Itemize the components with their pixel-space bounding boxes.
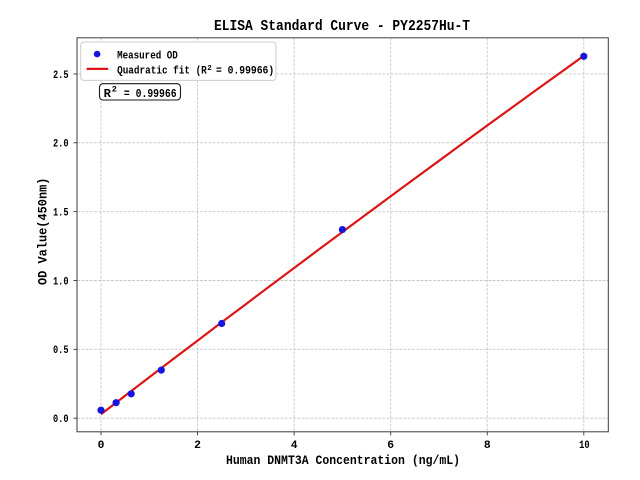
svg-text:2.5: 2.5	[53, 70, 69, 82]
svg-text:OD Value(450nm): OD Value(450nm)	[35, 178, 50, 285]
svg-text:1.0: 1.0	[53, 276, 69, 288]
svg-text:Human DNMT3A Concentration (ng: Human DNMT3A Concentration (ng/mL)	[226, 453, 460, 468]
svg-text:ELISA Standard Curve - PY2257H: ELISA Standard Curve - PY2257Hu-T	[214, 19, 470, 35]
svg-text:= 0.99966: = 0.99966	[124, 87, 177, 101]
svg-text:8: 8	[484, 440, 491, 452]
svg-text:0.5: 0.5	[53, 345, 69, 357]
svg-text:2: 2	[112, 85, 117, 95]
svg-text:6: 6	[387, 440, 394, 452]
svg-text:R: R	[104, 87, 112, 101]
svg-text:0: 0	[98, 440, 105, 452]
svg-text:Quadratic fit (R: Quadratic fit (R	[117, 65, 207, 77]
svg-text:2: 2	[194, 440, 201, 452]
svg-text:Measured OD: Measured OD	[117, 51, 178, 63]
svg-text:2: 2	[207, 65, 212, 73]
svg-text:0.0: 0.0	[53, 414, 69, 426]
svg-text:4: 4	[291, 440, 298, 452]
svg-text:1.5: 1.5	[53, 208, 69, 220]
svg-text:10: 10	[579, 440, 590, 452]
svg-text:2.0: 2.0	[53, 139, 69, 151]
svg-text:= 0.99966): = 0.99966)	[216, 65, 274, 77]
